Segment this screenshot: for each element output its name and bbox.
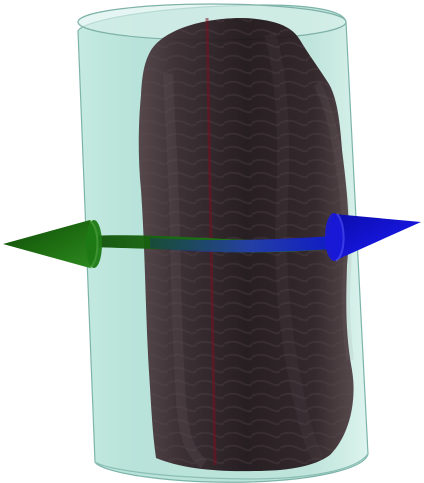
right-arrow-icon	[325, 213, 421, 262]
horizontal-axis-arrows	[3, 213, 421, 269]
left-arrow-icon	[3, 220, 102, 269]
cylinder-bottom-edge	[94, 453, 369, 480]
